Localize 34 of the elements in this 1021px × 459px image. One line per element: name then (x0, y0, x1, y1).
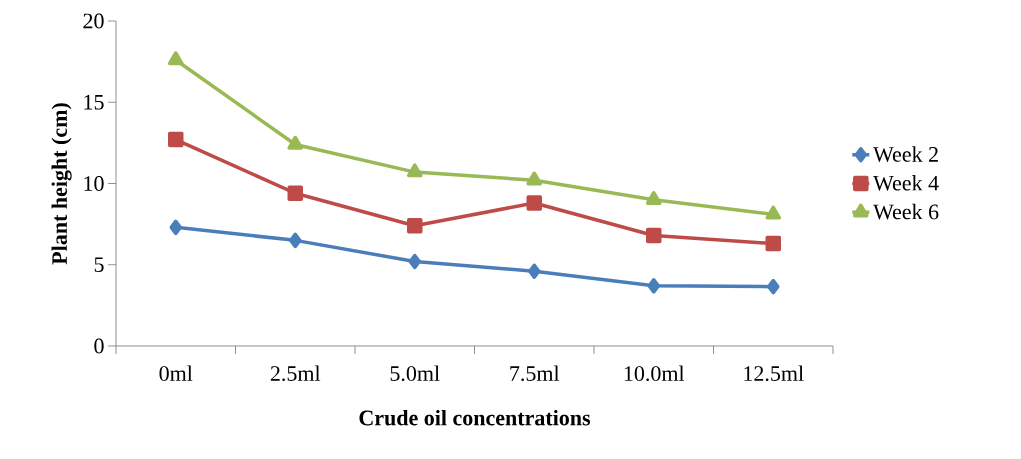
y-tick-label: 15 (84, 94, 104, 110)
x-tick-label: 10.0ml (624, 365, 685, 382)
legend-label: Week 4 (873, 175, 939, 191)
y-axis-title: Plant height (cm) (51, 103, 72, 265)
point (287, 185, 304, 201)
point (169, 219, 183, 236)
point (168, 131, 184, 148)
point (526, 171, 543, 186)
point (407, 217, 423, 234)
y-tick-label: 5 (94, 257, 104, 273)
point (767, 278, 780, 295)
y-tick-label: 10 (84, 176, 104, 191)
point (287, 135, 304, 150)
point (406, 163, 423, 178)
point (646, 227, 662, 244)
point (647, 278, 661, 294)
x-tick-label: 2.5ml (270, 365, 321, 382)
x-axis-title: Crude oil concentrations (359, 409, 591, 426)
x-tick-label: 0ml (159, 365, 193, 381)
point (526, 195, 543, 211)
point (765, 205, 782, 220)
y-tick-label: 0 (94, 338, 104, 354)
point (289, 232, 302, 249)
legend-label: Week 6 (873, 203, 939, 220)
x-tick-label: 5.0ml (390, 365, 440, 382)
point (528, 263, 541, 279)
point (167, 51, 184, 66)
x-tick-label: 7.5ml (510, 365, 560, 382)
point (408, 253, 422, 270)
x-tick-label: 12.5ml (744, 365, 804, 382)
y-tick-label: 20 (83, 13, 104, 29)
point (645, 190, 662, 205)
point (765, 235, 782, 252)
legend-label: Week 2 (873, 146, 938, 162)
